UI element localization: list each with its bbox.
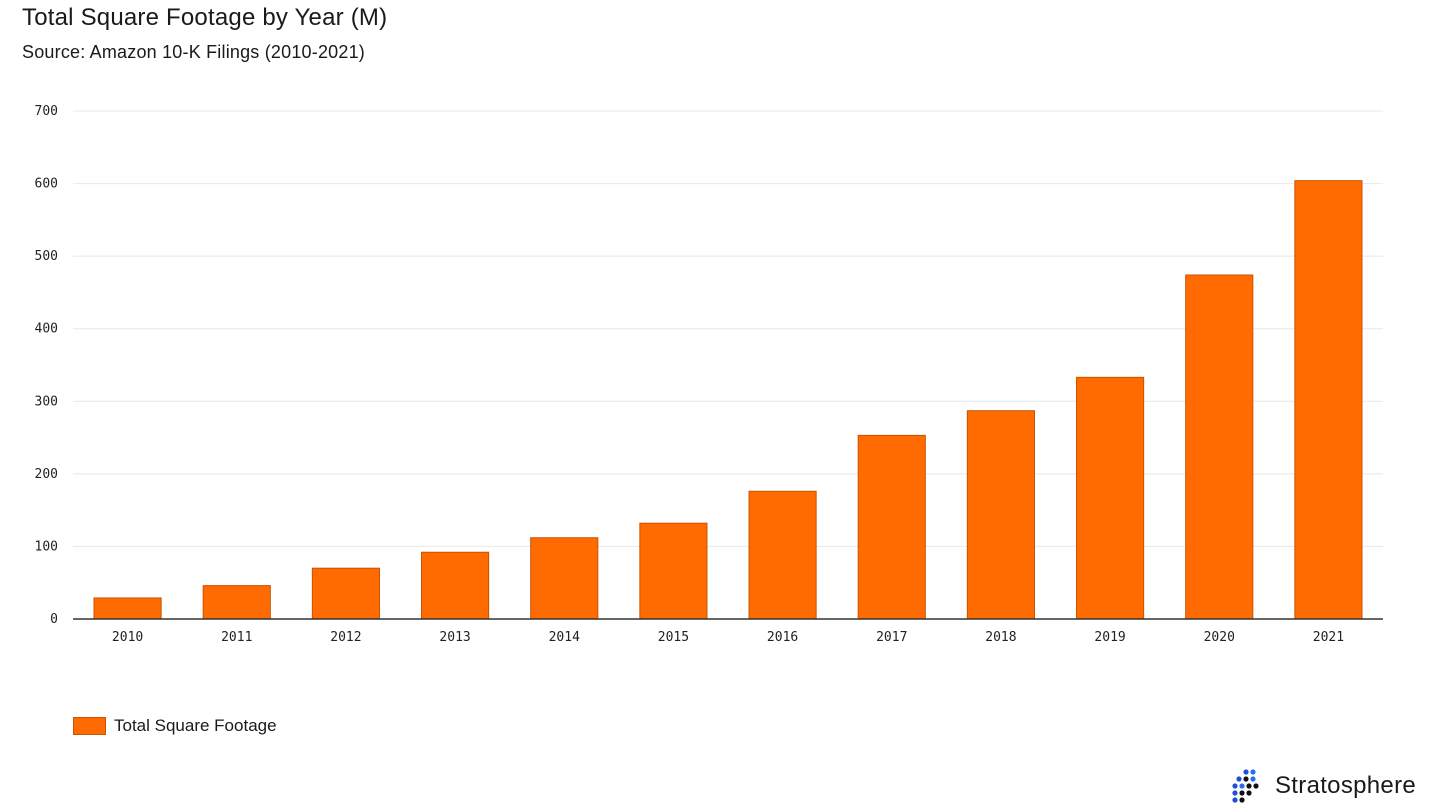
y-tick-label: 0 [50, 612, 58, 627]
chart-legend: Total Square Footage [73, 716, 277, 736]
bar [311, 567, 380, 620]
dot-grid-logo-icon [1232, 769, 1259, 803]
logo-dot [1239, 783, 1245, 789]
bar [1185, 274, 1254, 620]
logo-dot [1250, 769, 1256, 775]
bar [1294, 180, 1363, 620]
x-tick-label: 2010 [112, 630, 143, 645]
bar [966, 410, 1035, 620]
brand-logo: Stratosphere [1230, 768, 1416, 804]
bar [93, 597, 162, 620]
logo-dot [1243, 776, 1249, 782]
y-tick-label: 100 [35, 539, 58, 554]
bar [530, 537, 599, 620]
x-tick-label: 2018 [985, 630, 1016, 645]
y-tick-label: 300 [35, 394, 58, 409]
x-tick-label: 2014 [549, 630, 580, 645]
x-tick-label: 2013 [439, 630, 470, 645]
y-tick-label: 500 [35, 249, 58, 264]
logo-dot [1232, 790, 1238, 796]
x-tick-label: 2017 [876, 630, 907, 645]
bar [202, 585, 271, 620]
x-tick-label: 2015 [658, 630, 689, 645]
logo-dot [1232, 783, 1238, 789]
y-tick-label: 200 [35, 467, 58, 482]
logo-dot [1236, 776, 1242, 782]
x-tick-label: 2020 [1204, 630, 1235, 645]
legend-swatch [73, 717, 106, 735]
y-tick-label: 600 [35, 177, 58, 192]
logo-dot [1243, 769, 1249, 775]
legend-label: Total Square Footage [114, 716, 277, 735]
bar [639, 522, 708, 620]
bar [421, 551, 490, 620]
x-tick-label: 2016 [767, 630, 798, 645]
bar [1076, 376, 1145, 620]
logo-dot [1253, 783, 1259, 789]
logo-dot [1239, 790, 1245, 796]
y-tick-label: 400 [35, 322, 58, 337]
bar [857, 434, 926, 620]
x-tick-label: 2012 [330, 630, 361, 645]
logo-dot [1239, 797, 1245, 803]
logo-dot [1246, 783, 1252, 789]
logo-dot [1232, 797, 1238, 803]
brand-name: Stratosphere [1275, 772, 1417, 799]
chart-title: Total Square Footage by Year (M) [22, 4, 388, 31]
y-tick-label: 700 [35, 104, 58, 119]
bar-chart: 0 100 200 300 400 500 600 700 2010 2011 2012 2013 20… [35, 104, 1383, 645]
chart-subtitle: Source: Amazon 10-K Filings (2010-2021) [22, 42, 365, 62]
logo-dot [1246, 790, 1252, 796]
bar [748, 490, 817, 620]
x-tick-label: 2011 [221, 630, 252, 645]
logo-dot [1250, 776, 1256, 782]
x-tick-label: 2019 [1094, 630, 1125, 645]
x-tick-label: 2021 [1313, 630, 1344, 645]
